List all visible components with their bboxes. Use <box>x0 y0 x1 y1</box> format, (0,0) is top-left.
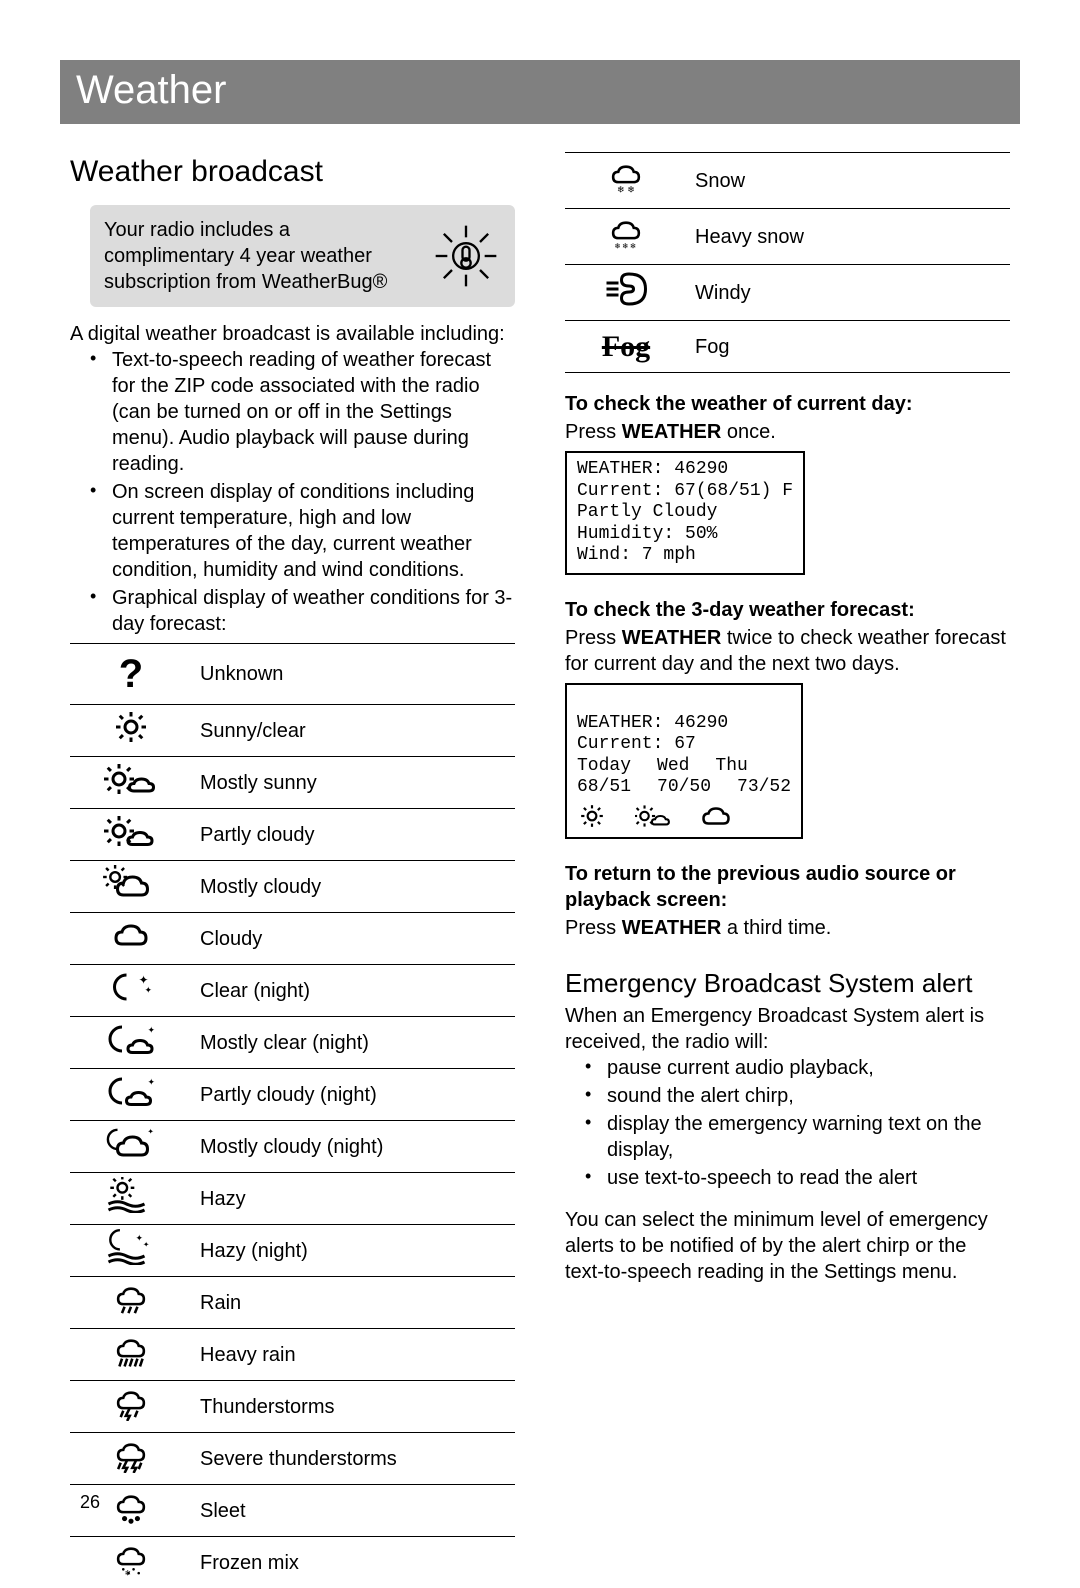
icon-label: Sunny/clear <box>200 705 515 757</box>
mostly-clear-night-icon: ✦ <box>103 1021 159 1057</box>
cloudy-icon <box>108 917 154 953</box>
svg-text:✦: ✦ <box>148 1025 156 1035</box>
left-column: Weather broadcast Your radio includes a … <box>70 152 515 1588</box>
feature-item: Graphical display of weather conditions … <box>86 585 515 637</box>
page-title: Weather <box>60 60 1020 124</box>
icon-label: Cloudy <box>200 913 515 965</box>
icon-label: Mostly sunny <box>200 757 515 809</box>
windy-icon <box>600 271 652 307</box>
forecast-mostly-sunny-icon <box>635 801 671 831</box>
ebs-item: pause current audio playback, <box>581 1055 1010 1081</box>
icon-label: Thunderstorms <box>200 1381 515 1433</box>
feature-item: Text-to-speech reading of weather foreca… <box>86 347 515 477</box>
heavy-rain-icon <box>108 1333 154 1369</box>
icon-label: Heavy rain <box>200 1329 515 1381</box>
mostly-cloudy-night-icon: ✦ <box>103 1125 159 1161</box>
svg-text:❄: ❄ <box>614 241 620 250</box>
callout-text: Your radio includes a complimentary 4 ye… <box>104 217 421 295</box>
icon-label: Frozen mix <box>200 1537 515 1588</box>
callout-box: Your radio includes a complimentary 4 ye… <box>90 205 515 307</box>
lcd-3day-forecast: WEATHER: 46290 Current: 67 TodayWedThu68… <box>565 683 803 839</box>
icon-label: Snow <box>695 153 1010 209</box>
svg-text:❄: ❄ <box>125 1569 131 1577</box>
frozen-mix-icon: ❄ <box>108 1541 154 1577</box>
check-3day-heading: To check the 3-day weather forecast: <box>565 599 915 621</box>
ebs-outro: You can select the minimum level of emer… <box>565 1207 1010 1285</box>
feature-list: Text-to-speech reading of weather foreca… <box>70 347 515 637</box>
intro-text: A digital weather broadcast is available… <box>70 321 515 347</box>
forecast-cloudy-icon <box>701 801 731 831</box>
return-instruction: Press WEATHER a third time. <box>565 915 1010 941</box>
icon-label: Unknown <box>200 644 515 705</box>
weather-icon-table-right: ❄❄Snow ❄❄❄Heavy snow Windy FogFog <box>565 152 1010 373</box>
check-3day-instruction: Press WEATHER twice to check weather for… <box>565 625 1010 677</box>
weather-icon-table-left: ? Unknown Sunny/clear Mostly sunny Partly… <box>70 643 515 1588</box>
icon-label: Hazy <box>200 1173 515 1225</box>
ebs-intro: When an Emergency Broadcast System alert… <box>565 1003 1010 1055</box>
snow-icon: ❄❄ <box>603 159 649 195</box>
severe-thunderstorms-icon <box>108 1437 154 1473</box>
icon-label: Partly cloudy <box>200 809 515 861</box>
thunderstorms-icon <box>108 1385 154 1421</box>
hazy-night-icon: ✦✦ <box>103 1229 159 1265</box>
icon-label: Rain <box>200 1277 515 1329</box>
icon-label: Clear (night) <box>200 965 515 1017</box>
icon-label: Partly cloudy (night) <box>200 1069 515 1121</box>
section-heading-broadcast: Weather broadcast <box>70 152 515 191</box>
icon-label: Sleet <box>200 1485 515 1537</box>
icon-label: Mostly cloudy (night) <box>200 1121 515 1173</box>
check-current-heading: To check the weather of current day: <box>565 393 913 415</box>
ebs-item: display the emergency warning text on th… <box>581 1111 1010 1163</box>
mostly-sunny-icon <box>103 761 159 797</box>
sleet-icon <box>108 1489 154 1525</box>
ebs-item: use text-to-speech to read the alert <box>581 1165 1010 1191</box>
icon-label: Severe thunderstorms <box>200 1433 515 1485</box>
ebs-heading: Emergency Broadcast System alert <box>565 967 1010 1001</box>
ebs-item: sound the alert chirp, <box>581 1083 1010 1109</box>
icon-label: Heavy snow <box>695 209 1010 265</box>
svg-text:❄: ❄ <box>617 184 625 194</box>
sunny-icon <box>111 709 151 745</box>
partly-cloudy-icon <box>103 813 159 849</box>
clear-night-icon: ✦✦ <box>103 969 159 1005</box>
svg-text:✦: ✦ <box>145 985 153 995</box>
feature-item: On screen display of conditions includin… <box>86 479 515 583</box>
right-column: ❄❄Snow ❄❄❄Heavy snow Windy FogFog To che… <box>565 152 1010 1588</box>
icon-label: Mostly clear (night) <box>200 1017 515 1069</box>
partly-cloudy-night-icon: ✦ <box>103 1073 159 1109</box>
lcd-current-weather: WEATHER: 46290 Current: 67(68/51) F Part… <box>565 451 805 575</box>
hazy-icon <box>103 1177 159 1213</box>
svg-text:✦: ✦ <box>143 1240 150 1249</box>
icon-label: Windy <box>695 265 1010 321</box>
icon-label: Hazy (night) <box>200 1225 515 1277</box>
return-heading: To return to the previous audio source o… <box>565 863 956 911</box>
page-number: 26 <box>80 1491 100 1514</box>
unknown-icon: ? <box>119 652 143 696</box>
svg-text:✦: ✦ <box>148 1127 155 1136</box>
mostly-cloudy-icon <box>103 865 159 901</box>
icon-label: Mostly cloudy <box>200 861 515 913</box>
forecast-sunny-icon <box>579 801 605 831</box>
icon-label: Fog <box>695 321 1010 373</box>
sun-thermometer-icon <box>431 221 501 291</box>
check-current-instruction: Press WEATHER once. <box>565 419 1010 445</box>
svg-text:❄: ❄ <box>622 241 628 250</box>
rain-icon <box>108 1281 154 1317</box>
ebs-list: pause current audio playback, sound the … <box>565 1055 1010 1191</box>
svg-text:✦: ✦ <box>148 1077 156 1087</box>
heavy-snow-icon: ❄❄❄ <box>603 215 649 251</box>
fog-icon: Fog <box>602 330 650 363</box>
svg-text:❄: ❄ <box>630 241 636 250</box>
svg-text:❄: ❄ <box>627 184 635 194</box>
